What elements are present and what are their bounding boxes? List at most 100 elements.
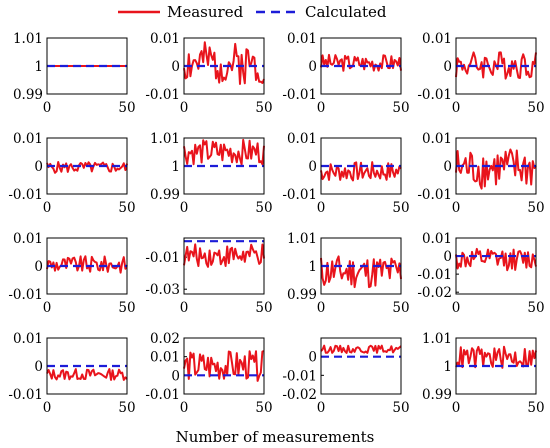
y-tick-label: -0.02 <box>417 285 452 301</box>
measured-line <box>455 345 537 369</box>
x-tick-label: 50 <box>255 400 272 416</box>
x-tick-label: 0 <box>317 400 326 416</box>
axes-box <box>455 337 537 395</box>
axes-box <box>455 137 537 195</box>
y-tick-label: -0.01 <box>282 368 317 384</box>
y-tick-label: -0.03 <box>145 282 180 298</box>
y-tick-label: -0.01 <box>282 187 317 203</box>
axes-box <box>183 337 265 395</box>
y-tick-label: 0 <box>308 159 317 175</box>
y-tick-label: 0.01 <box>150 31 180 47</box>
measured-line <box>320 161 402 182</box>
y-tick-label: -0.02 <box>282 387 317 403</box>
x-tick-label: 0 <box>452 300 461 316</box>
y-tick-label: -0.01 <box>417 187 452 203</box>
y-tick-label: 0.99 <box>150 187 180 203</box>
measured-line <box>320 53 402 72</box>
axes-box <box>455 237 537 295</box>
x-tick-label: 0 <box>317 200 326 216</box>
y-tick-label: 0 <box>34 359 43 375</box>
y-tick-label: 1 <box>34 59 43 75</box>
y-tick-label: -0.01 <box>8 187 43 203</box>
axes-box <box>320 37 402 95</box>
measured-line <box>46 255 128 274</box>
y-tick-label: 0.01 <box>287 131 317 147</box>
x-tick-label: 50 <box>255 300 272 316</box>
y-tick-label: -0.01 <box>417 267 452 283</box>
measured-line <box>455 148 537 190</box>
x-tick-label: 0 <box>43 400 52 416</box>
subplot-10: -0.03 -0.01 0 50 <box>145 237 273 316</box>
x-tick-label: 50 <box>392 200 409 216</box>
y-tick-label: 0.01 <box>287 31 317 47</box>
x-tick-label: 50 <box>118 300 135 316</box>
y-tick-label: 1.01 <box>287 231 317 247</box>
x-tick-label: 0 <box>452 200 461 216</box>
subplot-12: -0.02 -0.01 0 0.01 0 50 <box>417 231 544 316</box>
axes-box <box>320 137 402 195</box>
x-tick-label: 50 <box>392 300 409 316</box>
measured-line <box>455 247 537 272</box>
legend: Measured Calculated <box>118 3 387 21</box>
x-tick-label: 50 <box>392 400 409 416</box>
axes-box <box>183 37 265 95</box>
x-tick-label: 0 <box>43 200 52 216</box>
x-tick-label: 0 <box>180 200 189 216</box>
x-tick-label: 50 <box>527 100 544 116</box>
y-tick-label: 1.01 <box>13 31 43 47</box>
y-tick-label: 0.99 <box>13 87 43 103</box>
y-tick-label: 0.01 <box>13 131 43 147</box>
y-tick-label: 0 <box>34 259 43 275</box>
legend-measured-label: Measured <box>167 3 244 21</box>
measured-line <box>46 161 128 174</box>
x-tick-label: 50 <box>255 100 272 116</box>
x-tick-label: 0 <box>43 300 52 316</box>
y-tick-label: 0.01 <box>422 231 452 247</box>
subplot-6: 0.99 1 1.01 0 50 <box>150 131 273 216</box>
x-tick-label: 50 <box>118 100 135 116</box>
y-tick-label: 0.01 <box>422 31 452 47</box>
x-axis-label: Number of measurements <box>176 428 375 446</box>
y-tick-label: 0.02 <box>150 331 180 347</box>
axes-box <box>46 37 128 95</box>
y-tick-label: 0 <box>171 368 180 384</box>
y-tick-label: 0.01 <box>13 231 43 247</box>
y-tick-label: -0.01 <box>145 250 180 266</box>
measured-line <box>183 243 265 268</box>
y-tick-label: 1 <box>443 359 452 375</box>
x-tick-label: 0 <box>452 100 461 116</box>
y-tick-label: 0.99 <box>287 287 317 303</box>
y-tick-label: -0.01 <box>417 87 452 103</box>
x-tick-label: 50 <box>392 100 409 116</box>
legend-calculated-label: Calculated <box>305 3 387 21</box>
axes-box <box>320 237 402 295</box>
axes-box <box>183 237 265 295</box>
measured-line <box>183 350 265 382</box>
axes-box <box>46 137 128 195</box>
y-tick-label: 0 <box>308 350 317 366</box>
x-tick-label: 50 <box>118 200 135 216</box>
y-tick-label: -0.01 <box>282 87 317 103</box>
x-tick-label: 0 <box>452 400 461 416</box>
y-tick-label: 1 <box>308 259 317 275</box>
x-tick-label: 0 <box>180 100 189 116</box>
subplot-11: 0.99 1 1.01 0 50 <box>287 231 410 316</box>
y-tick-label: 0.01 <box>422 131 452 147</box>
measured-line <box>183 41 265 85</box>
measured-line <box>320 344 402 354</box>
y-tick-label: -0.01 <box>8 387 43 403</box>
axes-box <box>46 237 128 295</box>
axes-box <box>455 37 537 95</box>
y-tick-label: -0.01 <box>145 387 180 403</box>
x-tick-label: 50 <box>527 400 544 416</box>
